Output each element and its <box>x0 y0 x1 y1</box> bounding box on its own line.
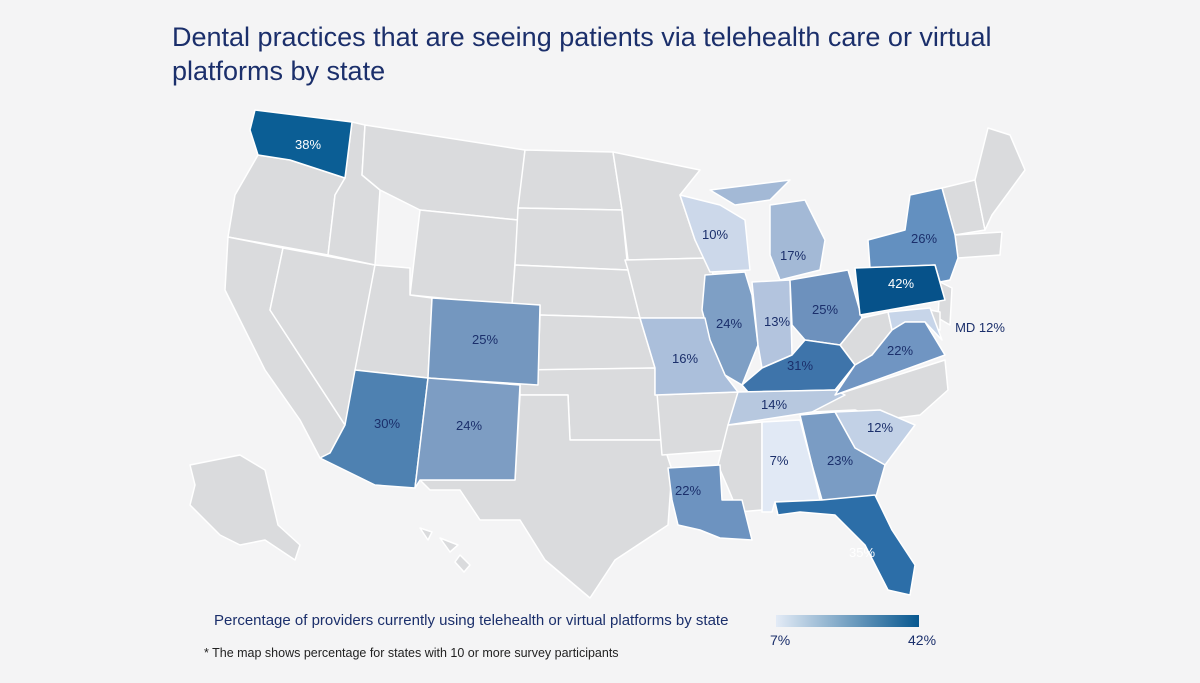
label-arizona: 30% <box>374 416 400 431</box>
footnote: * The map shows percentage for states wi… <box>204 646 619 660</box>
label-new-york: 26% <box>911 231 937 246</box>
legend-max-label: 42% <box>908 632 937 648</box>
label-virginia: 22% <box>887 343 913 358</box>
state-michigan[interactable] <box>709 179 826 281</box>
state-louisiana[interactable] <box>667 464 753 541</box>
state-massachusetts-ct-ri <box>954 231 1003 259</box>
state-kansas <box>537 314 656 371</box>
label-maryland: MD 12% <box>955 320 1005 335</box>
state-labels: 38% 25% 30% 24% 10% 17% 24% 13% 25% 16% … <box>295 137 1005 560</box>
label-kentucky: 31% <box>787 358 813 373</box>
label-florida: 35% <box>849 545 875 560</box>
state-wyoming <box>409 209 519 306</box>
label-south-carolina: 12% <box>867 420 893 435</box>
label-michigan: 17% <box>780 248 806 263</box>
state-virginia[interactable] <box>834 321 946 396</box>
state-alaska <box>189 454 301 561</box>
state-washington[interactable] <box>249 109 353 179</box>
state-hawaii <box>419 527 471 573</box>
state-colorado[interactable] <box>427 297 541 386</box>
label-illinois: 24% <box>716 316 742 331</box>
label-washington: 38% <box>295 137 321 152</box>
state-florida[interactable] <box>774 494 916 596</box>
state-wisconsin[interactable] <box>679 194 751 273</box>
legend-gradient-bar <box>776 615 919 627</box>
state-montana <box>361 124 526 221</box>
state-south-dakota <box>514 207 629 271</box>
label-ohio: 25% <box>812 302 838 317</box>
label-tennessee: 14% <box>761 397 787 412</box>
label-pennsylvania: 42% <box>888 276 914 291</box>
label-missouri: 16% <box>672 351 698 366</box>
label-alabama: 7% <box>770 453 789 468</box>
state-pennsylvania[interactable] <box>854 264 946 316</box>
label-georgia: 23% <box>827 453 853 468</box>
legend-min-label: 7% <box>770 632 791 648</box>
label-louisiana: 22% <box>675 483 701 498</box>
label-new-mexico: 24% <box>456 418 482 433</box>
state-new-mexico[interactable] <box>414 377 521 489</box>
label-indiana: 13% <box>764 314 790 329</box>
data-states <box>249 109 959 596</box>
state-texas <box>419 394 673 599</box>
label-wisconsin: 10% <box>702 227 728 242</box>
state-north-dakota <box>517 149 623 211</box>
state-north-carolina <box>811 359 949 421</box>
state-tennessee[interactable] <box>727 389 846 426</box>
map-title: Dental practices that are seeing patient… <box>172 22 992 86</box>
legend-label: Percentage of providers currently using … <box>214 612 729 629</box>
state-maine <box>974 127 1026 231</box>
label-colorado: 25% <box>472 332 498 347</box>
state-missouri[interactable] <box>639 317 739 396</box>
